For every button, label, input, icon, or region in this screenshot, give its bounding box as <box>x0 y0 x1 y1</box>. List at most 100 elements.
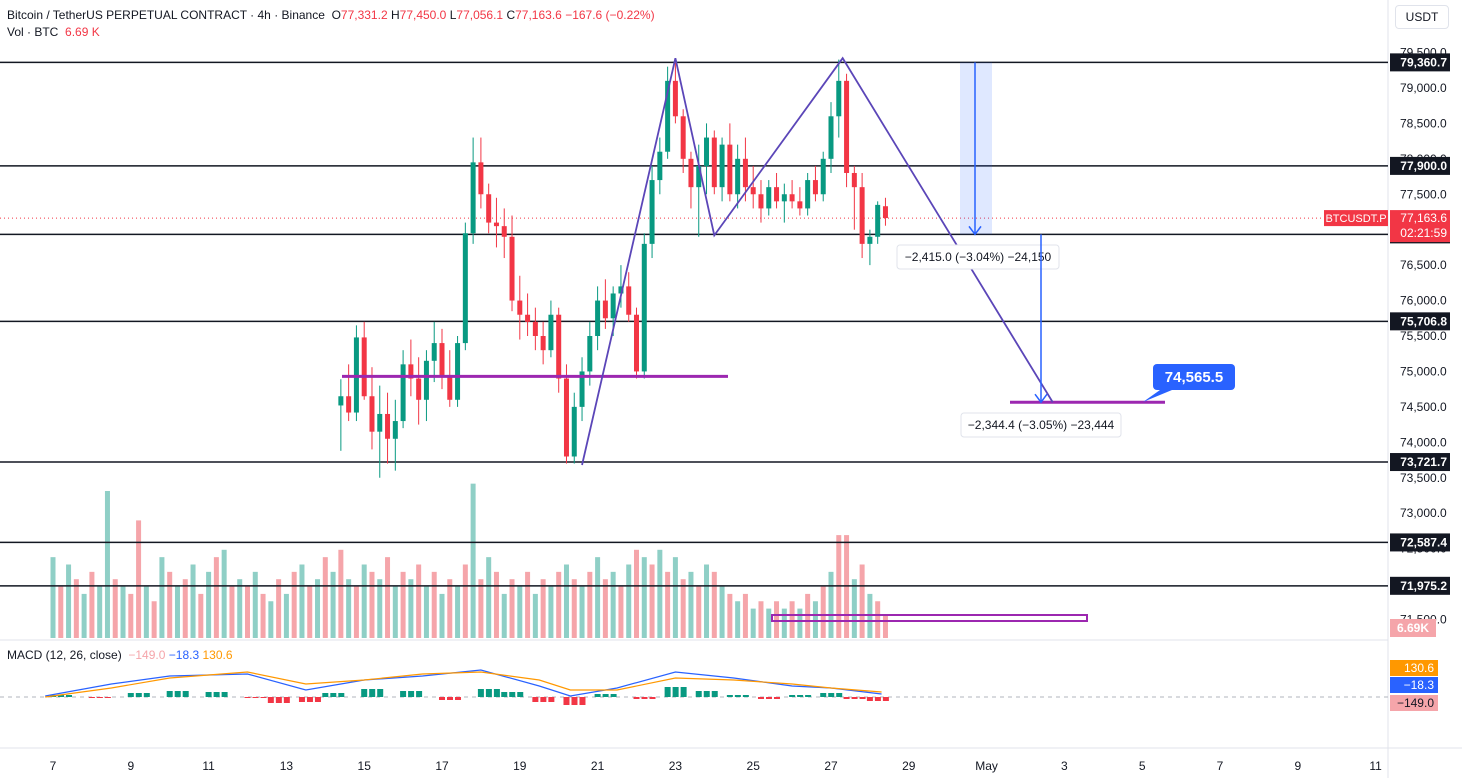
y-tick-label: 76,500.0 <box>1400 258 1447 272</box>
x-tick-label: 11 <box>1369 759 1382 773</box>
candle-body <box>812 180 818 195</box>
y-tick-label: 79,000.0 <box>1400 81 1447 95</box>
candle-body <box>377 413 383 432</box>
volume-bar <box>626 564 632 638</box>
macd-histogram-bar <box>298 697 305 702</box>
candle-body <box>369 396 375 432</box>
candle-body <box>392 421 398 439</box>
volume-bar <box>789 601 795 638</box>
level-price-tag-label: 75,706.8 <box>1400 314 1447 328</box>
candle-body <box>478 162 484 195</box>
macd-histogram-bar <box>649 697 656 699</box>
macd-histogram-bar <box>338 693 345 697</box>
volume-bar <box>58 586 64 638</box>
candle-body <box>641 243 647 372</box>
macd-histogram-bar <box>882 697 889 701</box>
candle-body <box>711 137 717 188</box>
currency-button[interactable]: USDT <box>1395 5 1449 29</box>
volume-bar <box>353 586 359 638</box>
candle-body <box>634 314 639 372</box>
macd-histogram-bar <box>88 697 95 698</box>
macd-histogram-bar <box>361 689 368 697</box>
macd-label[interactable]: MACD (12, 26, close) <box>7 648 122 662</box>
volume-bar <box>774 601 780 638</box>
volume-bar <box>439 593 445 638</box>
y-tick-label: 76,000.0 <box>1400 294 1447 308</box>
volume-bar <box>400 571 406 638</box>
volume-bar <box>268 601 274 638</box>
macd-histogram-bar <box>563 697 570 705</box>
macd-histogram-bar <box>532 697 539 702</box>
macd-histogram-bar <box>174 691 181 697</box>
volume-bar <box>563 564 569 638</box>
volume-bar <box>462 564 468 638</box>
volume-bar <box>423 586 429 638</box>
macd-histogram-bar <box>773 697 780 699</box>
macd-histogram-bar <box>726 695 733 697</box>
macd-histogram-bar <box>58 695 64 697</box>
candle-body <box>486 194 492 223</box>
macd-histogram-bar <box>447 697 453 700</box>
candle-body <box>805 180 811 209</box>
x-tick-label: 9 <box>127 759 134 773</box>
volume-bar <box>610 571 616 638</box>
volume-bar <box>245 586 250 638</box>
volume-bar <box>634 549 639 638</box>
candle-body <box>774 187 780 202</box>
macd-axis-tag: −149.0 <box>1397 696 1434 710</box>
volume-bar <box>136 520 142 638</box>
level-price-tag <box>1390 53 1450 72</box>
volume-bar <box>120 586 126 638</box>
volume-bar <box>307 586 313 638</box>
macd-histogram-bar <box>789 695 796 697</box>
candle-body <box>595 300 601 336</box>
volume-bar <box>276 579 282 638</box>
volume-bar <box>330 571 336 638</box>
candle-body <box>540 336 546 351</box>
volume-bar <box>151 601 157 638</box>
volume-bar <box>571 579 577 638</box>
macd-histogram-bar <box>765 697 772 699</box>
macd-histogram-bar <box>400 691 407 697</box>
macd-histogram-bar <box>734 695 741 697</box>
symbol-title[interactable]: Bitcoin / TetherUS PERPETUAL CONTRACT · … <box>7 8 325 22</box>
level-price-tag <box>1390 453 1450 472</box>
macd-histogram-bar <box>602 694 609 697</box>
macd-histogram-bar <box>244 697 251 698</box>
candle-body <box>493 222 499 227</box>
volume-bar <box>602 579 608 638</box>
macd-histogram-bar <box>314 697 321 702</box>
macd-histogram-bar <box>275 697 282 703</box>
level-price-tag <box>1390 533 1450 552</box>
volume-header: Vol · BTC 6.69 K <box>7 25 100 39</box>
volume-bar <box>206 571 212 638</box>
candle-body <box>680 116 686 159</box>
x-tick-label: 3 <box>1061 759 1068 773</box>
candle-body <box>346 396 352 413</box>
macd-line-value: −18.3 <box>168 648 200 662</box>
x-tick-label: 27 <box>824 759 838 773</box>
candle-body <box>789 194 795 202</box>
candle-body <box>431 343 437 361</box>
volume-bar <box>369 571 375 638</box>
current-price-tag: 77,163.6 <box>1400 211 1447 225</box>
macd-histogram-bar <box>859 697 866 699</box>
candle-body <box>610 293 616 319</box>
macd-histogram-bar <box>711 691 718 697</box>
macd-histogram-bar <box>805 695 812 697</box>
candle-body <box>455 343 461 400</box>
candle-body <box>704 137 710 166</box>
macd-histogram-bar <box>66 695 72 697</box>
volume-bar <box>392 586 398 638</box>
x-tick-label: 9 <box>1294 759 1301 773</box>
volume-bar <box>299 564 305 638</box>
volume-bar <box>447 579 453 638</box>
candle-body <box>400 364 406 422</box>
candle-body <box>820 158 826 195</box>
volume-bar <box>882 615 888 638</box>
candle-body <box>859 187 865 244</box>
macd-histogram-value: −149.0 <box>128 648 166 662</box>
macd-histogram-bar <box>874 697 881 701</box>
macd-axis-tag-box <box>1390 677 1438 693</box>
